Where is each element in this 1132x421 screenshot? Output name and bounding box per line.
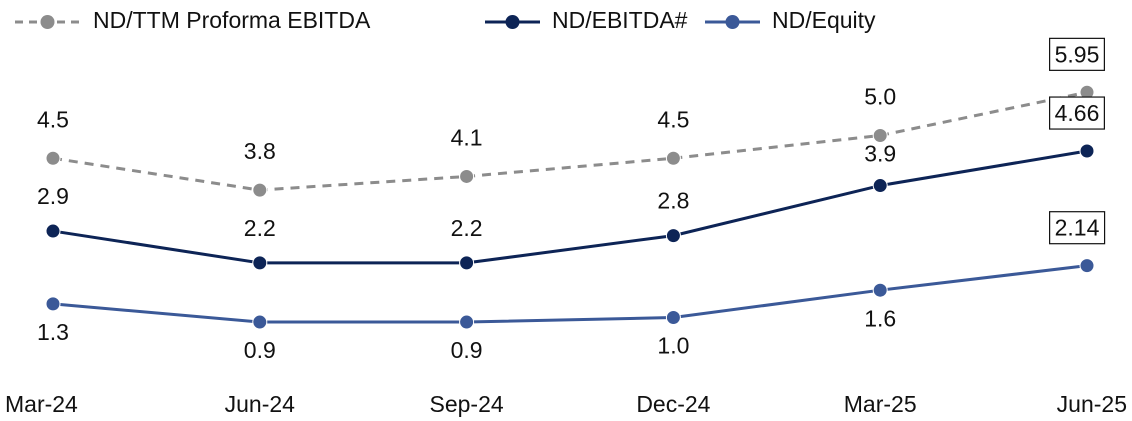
data-label: 2.9: [37, 183, 69, 209]
data-point: [252, 314, 268, 330]
data-label: 1.3: [37, 319, 69, 345]
series-line: [52, 149, 1088, 265]
data-label: 5.0: [864, 84, 896, 110]
data-label: 1.6: [864, 305, 896, 331]
label-box: [1049, 211, 1106, 245]
data-point: [872, 282, 888, 298]
label-box: [1049, 96, 1105, 130]
legend-label: ND/TTM Proforma EBITDA: [93, 7, 371, 33]
data-label: 2.14: [1055, 215, 1100, 241]
data-point: [872, 178, 888, 194]
x-tick-label: Dec-24: [636, 391, 710, 417]
data-label: 0.9: [244, 337, 276, 363]
data-label: 2.2: [451, 215, 483, 241]
x-tick-label: Mar-25: [844, 391, 917, 417]
data-point: [1079, 143, 1095, 159]
data-point: [665, 310, 681, 325]
legend-label: ND/EBITDA#: [552, 7, 688, 33]
data-point: [665, 228, 681, 244]
data-label: 4.1: [451, 125, 483, 151]
data-point: [45, 150, 61, 166]
data-point: [252, 255, 268, 271]
label-box: [1049, 37, 1105, 71]
data-label: 4.66: [1055, 100, 1100, 126]
data-point: [665, 150, 681, 166]
data-point: [1079, 258, 1095, 274]
x-tick-label: Sep-24: [430, 391, 504, 417]
legend-marker: [40, 15, 55, 29]
data-label: 3.8: [244, 138, 276, 164]
legend-marker: [505, 15, 520, 29]
data-label: 5.95: [1055, 41, 1100, 67]
legend-marker: [725, 15, 740, 29]
data-label: 4.5: [37, 106, 69, 132]
data-point: [459, 168, 475, 184]
x-tick-label: Jun-24: [225, 391, 296, 417]
data-point: [459, 255, 475, 271]
data-point: [45, 296, 61, 312]
series-line: [52, 264, 1088, 324]
data-label: 1.0: [657, 333, 689, 359]
legend-label: ND/Equity: [772, 7, 876, 33]
data-point: [45, 223, 61, 239]
data-point: [872, 128, 888, 143]
data-label: 4.5: [657, 106, 689, 132]
data-label: 2.2: [244, 215, 276, 241]
data-label: 0.9: [451, 337, 483, 363]
series-line: [52, 90, 1088, 192]
x-tick-label: Jun-25: [1057, 391, 1127, 417]
x-tick-label: Mar-24: [5, 391, 78, 417]
data-point: [459, 314, 475, 330]
data-label: 2.8: [657, 188, 689, 214]
data-label: 3.9: [864, 141, 896, 167]
data-point: [252, 182, 268, 198]
